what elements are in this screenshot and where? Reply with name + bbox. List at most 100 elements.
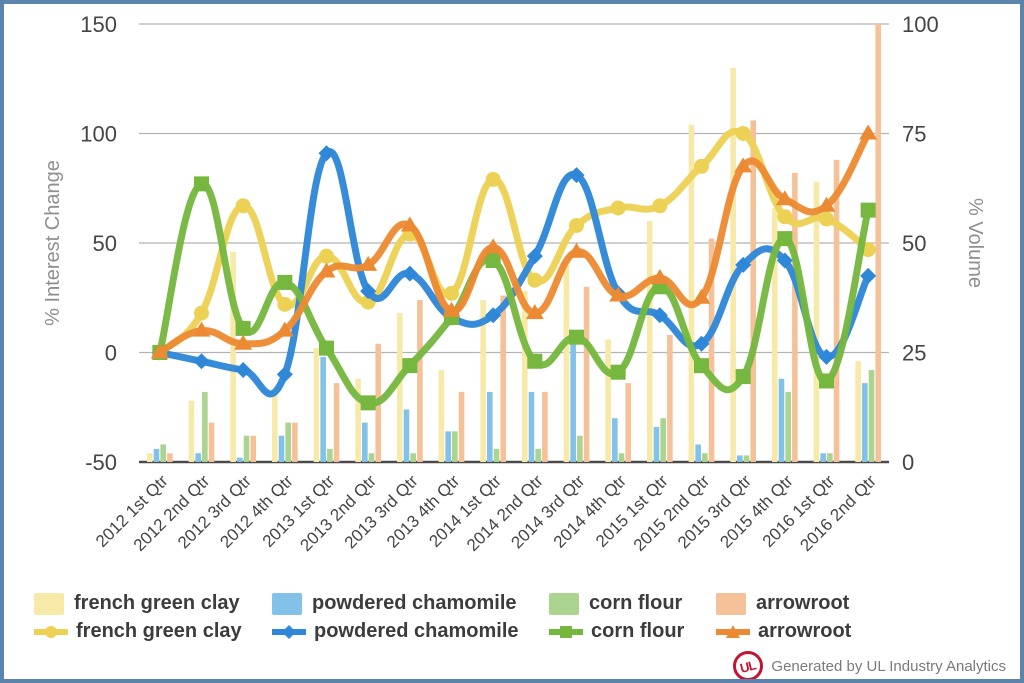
legend-item-line-powdered-chamomile: powdered chamomile — [272, 620, 519, 643]
legend-row-line-series: french green clay powdered chamomile corn … — [4, 620, 1020, 646]
bar-powdered-chamomile — [862, 383, 868, 462]
legend-swatch-icon — [34, 592, 64, 615]
legend-row-bar-series: french green clay powdered chamomile corn … — [4, 592, 1020, 618]
bar-arrowroot — [542, 391, 548, 462]
marker-corn-flour — [319, 340, 334, 356]
marker-arrowroot — [734, 157, 753, 173]
chart-legend: french green clay powdered chamomile corn … — [4, 590, 1020, 650]
bar-french-green-clay — [855, 361, 861, 462]
legend-label: french green clay — [76, 620, 242, 642]
right-axis-tick-label: 25 — [902, 341, 926, 366]
bar-arrowroot — [792, 172, 798, 463]
marker-powdered-chamomile — [568, 167, 585, 184]
left-axis-tick-label: 150 — [80, 12, 117, 37]
bar-french-green-clay — [355, 378, 361, 462]
marker-powdered-chamomile — [193, 353, 210, 370]
marker-corn-flour — [610, 364, 626, 380]
bar-arrowroot — [417, 299, 423, 462]
marker-arrowroot — [275, 321, 294, 337]
bar-french-green-clay — [146, 453, 153, 462]
bar-french-green-clay — [271, 391, 278, 462]
ul-logo-icon: UL — [733, 651, 764, 679]
bar-corn-flour — [660, 418, 666, 462]
bar-powdered-chamomile — [653, 426, 660, 462]
legend-item-line-corn-flour: corn flour — [549, 620, 684, 643]
legend-item-bar-corn-flour: corn flour — [549, 592, 682, 615]
bar-french-green-clay — [396, 313, 403, 462]
marker-french-green-clay — [819, 211, 834, 227]
bar-powdered-chamomile — [737, 455, 743, 462]
marker-arrowroot — [359, 255, 378, 271]
marker-corn-flour — [569, 329, 584, 345]
legend-label: corn flour — [589, 592, 683, 614]
marker-arrowroot — [442, 301, 461, 317]
bar-arrowroot — [333, 383, 340, 462]
marker-powdered-chamomile — [526, 248, 543, 265]
legend-swatch-icon — [272, 592, 302, 615]
bar-corn-flour — [160, 444, 166, 462]
bar-french-green-clay — [771, 207, 778, 462]
legend-item-bar-powdered-chamomile: powdered chamomile — [272, 592, 517, 615]
bar-powdered-chamomile — [237, 457, 243, 462]
circle-marker-icon — [34, 625, 68, 638]
marker-french-green-clay — [694, 158, 709, 174]
bar-french-green-clay — [605, 339, 611, 462]
marker-arrowroot — [817, 196, 836, 212]
right-axis-title: % Volume — [964, 198, 986, 288]
bar-corn-flour — [452, 431, 458, 462]
marker-arrowroot — [150, 343, 169, 359]
bar-corn-flour — [410, 453, 416, 462]
bar-arrowroot — [625, 383, 632, 462]
square-marker-icon — [549, 625, 583, 638]
bar-corn-flour — [243, 435, 250, 462]
bar-arrowroot — [208, 422, 215, 462]
bar-corn-flour — [327, 448, 333, 462]
bar-powdered-chamomile — [195, 453, 201, 462]
legend-item-bar-arrowroot: arrowroot — [716, 592, 849, 615]
left-axis-tick-label: 0 — [105, 341, 117, 366]
marker-powdered-chamomile — [860, 267, 877, 284]
legend-label: arrowroot — [756, 592, 850, 614]
bar-arrowroot — [167, 453, 173, 462]
marker-french-green-clay — [527, 272, 543, 288]
marker-corn-flour — [735, 369, 751, 385]
marker-french-green-clay — [277, 296, 293, 312]
marker-arrowroot — [400, 216, 419, 232]
marker-corn-flour — [527, 353, 543, 369]
chart-canvas: 150 100 50 0 -50 100 75 50 25 0 % Interest Change%… — [42, 12, 986, 555]
legend-label: french green clay — [74, 592, 240, 614]
bar-powdered-chamomile — [820, 453, 826, 462]
marker-corn-flour — [485, 253, 501, 269]
bar-french-green-clay — [188, 400, 195, 462]
bar-french-green-clay — [480, 299, 486, 462]
bar-powdered-chamomile — [320, 356, 326, 462]
bar-corn-flour — [368, 453, 375, 462]
bar-arrowroot — [708, 238, 715, 462]
marker-french-green-clay — [194, 305, 209, 321]
marker-french-green-clay — [652, 198, 668, 214]
marker-powdered-chamomile — [318, 145, 335, 162]
legend-item-line-french-green-clay: french green clay — [34, 620, 242, 643]
marker-corn-flour — [819, 373, 834, 389]
marker-french-green-clay — [485, 171, 501, 187]
bar-powdered-chamomile — [778, 378, 785, 462]
bar-arrowroot — [833, 159, 840, 462]
marker-arrowroot — [650, 269, 669, 285]
marker-powdered-chamomile — [276, 366, 293, 383]
legend-label: corn flour — [591, 620, 685, 642]
marker-corn-flour — [360, 395, 376, 411]
legend-item-line-arrowroot: arrowroot — [716, 620, 851, 643]
marker-powdered-chamomile — [693, 335, 710, 352]
bar-arrowroot — [458, 391, 465, 462]
bar-powdered-chamomile — [528, 391, 535, 462]
bar-french-green-clay — [313, 348, 320, 462]
marker-arrowroot — [859, 124, 878, 140]
marker-french-green-clay — [444, 285, 459, 301]
ul-logo-text: UL — [738, 657, 757, 676]
bar-french-green-clay — [688, 124, 695, 463]
marker-powdered-chamomile — [735, 256, 752, 273]
marker-corn-flour — [694, 358, 709, 374]
bar-french-green-clay — [521, 291, 528, 462]
left-axis-tick-label: 100 — [80, 122, 117, 147]
left-axis-tick-label: 50 — [93, 231, 117, 256]
